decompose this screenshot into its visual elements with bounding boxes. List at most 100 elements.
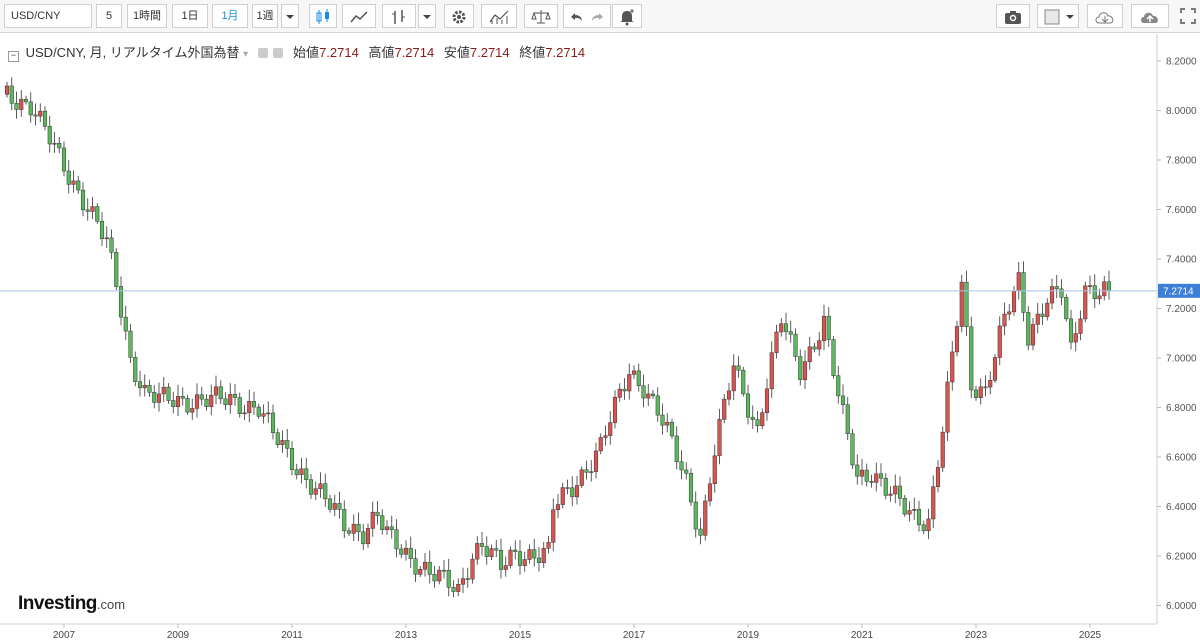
candle-body	[251, 401, 257, 408]
candle-body	[156, 393, 162, 403]
candle-body	[361, 531, 366, 545]
candle-body	[555, 504, 561, 510]
scale-icon	[531, 10, 551, 24]
candle-body	[242, 412, 247, 415]
candle-body	[327, 498, 333, 510]
chart-type-dropdown-button[interactable]	[418, 4, 436, 28]
y-tick-label: 6.2000	[1166, 552, 1197, 563]
candle-body	[142, 384, 147, 389]
candle-body	[1068, 318, 1074, 343]
candle-body	[788, 331, 793, 335]
symbol-input[interactable]: USD/CNY	[4, 4, 92, 28]
price-axis: 8.2000 8.0000 7.8000 7.6000 7.4000 7.2000 7.00…	[1157, 57, 1200, 612]
candle-body	[745, 393, 751, 418]
candle-body	[384, 526, 390, 530]
interval-1w-button[interactable]: 1週	[252, 4, 278, 28]
candle-body	[185, 397, 190, 413]
cloud-upload-button[interactable]	[1131, 4, 1169, 28]
candle-type-button[interactable]	[309, 4, 337, 28]
legend-close-icon[interactable]	[273, 48, 284, 58]
candle-body	[902, 498, 907, 515]
candle-body	[370, 511, 375, 529]
last-price-label: 7.2714	[1163, 286, 1194, 297]
candle-body	[1078, 318, 1083, 334]
candle-body	[650, 393, 656, 397]
candle-body	[118, 286, 124, 318]
interval-1m-button[interactable]: 1月	[212, 4, 248, 28]
candle-body	[517, 551, 523, 566]
candle-body	[42, 110, 48, 127]
interval-dropdown-button[interactable]	[281, 4, 299, 28]
candle-body	[541, 548, 546, 563]
candle-body	[9, 85, 14, 104]
candle-body	[921, 524, 926, 532]
candle-body	[1106, 281, 1112, 292]
candle-body	[878, 473, 884, 479]
candle-body	[897, 485, 903, 499]
candle-body	[508, 549, 513, 566]
price-chart[interactable]: 8.2000 8.0000 7.8000 7.6000 7.4000 7.2000 7.00…	[0, 34, 1200, 641]
candle-body	[940, 431, 945, 468]
candle-body	[446, 569, 451, 588]
candle-body	[166, 386, 171, 401]
layout-dropdown-button[interactable]	[1037, 4, 1079, 28]
candle-body	[175, 396, 181, 407]
collapse-icon[interactable]: −	[8, 51, 19, 62]
candle-body	[707, 483, 713, 502]
candle-body	[356, 523, 361, 533]
alert-button[interactable]	[612, 4, 642, 28]
candle-body	[261, 413, 266, 417]
candle-body	[475, 543, 480, 560]
interval-1h-button[interactable]: 1時間	[127, 4, 167, 28]
candle-body	[836, 375, 841, 397]
x-tick-label: 2015	[509, 630, 532, 641]
open-label: 始値	[293, 45, 320, 60]
candle-body	[821, 315, 827, 342]
candle-body	[1054, 286, 1059, 290]
candle-body	[342, 509, 347, 532]
cloud-download-button[interactable]	[1087, 4, 1123, 28]
candle-body	[1040, 313, 1045, 317]
legend-settings-icon[interactable]	[257, 48, 268, 58]
bar-type-button[interactable]	[382, 4, 416, 28]
candle-body	[123, 316, 128, 332]
candle-body	[826, 315, 831, 340]
undo-icon	[571, 13, 582, 21]
compare-button[interactable]	[524, 4, 558, 28]
candle-body	[52, 143, 57, 145]
candle-body	[712, 455, 717, 485]
close-label: 終値	[519, 45, 546, 60]
candle-body	[456, 584, 461, 592]
candle-body	[774, 331, 779, 353]
indicators-button[interactable]	[481, 4, 517, 28]
candle-body	[812, 346, 817, 350]
candle-body	[1030, 324, 1036, 346]
candle-body	[560, 487, 565, 505]
candle-body	[441, 569, 447, 572]
candle-body	[1007, 311, 1012, 315]
candle-body	[973, 389, 979, 398]
fullscreen-button[interactable]	[1176, 4, 1200, 28]
ohlc-bars-icon	[392, 10, 405, 24]
indicators-icon	[489, 10, 509, 24]
legend-dropdown-icon[interactable]: ▾	[243, 49, 249, 60]
candle-body	[608, 422, 613, 436]
candle-body	[437, 569, 442, 582]
y-tick-label: 7.0000	[1166, 354, 1197, 365]
candle-body	[394, 529, 399, 550]
chevron-down-icon	[423, 15, 431, 19]
candle-body	[38, 110, 43, 117]
redo-icon	[592, 13, 603, 21]
open-value: 7.2714	[319, 45, 359, 60]
candle-body	[270, 412, 276, 433]
candle-body	[337, 503, 342, 510]
candle-body	[1059, 288, 1064, 298]
line-type-button[interactable]	[342, 4, 376, 28]
settings-button[interactable]	[444, 4, 474, 28]
candle-body	[85, 209, 90, 212]
interval-1d-button[interactable]: 1日	[172, 4, 208, 28]
candle-body	[285, 440, 290, 449]
interval-5-button[interactable]: 5	[96, 4, 122, 28]
candle-body	[104, 237, 109, 240]
screenshot-button[interactable]	[996, 4, 1030, 28]
